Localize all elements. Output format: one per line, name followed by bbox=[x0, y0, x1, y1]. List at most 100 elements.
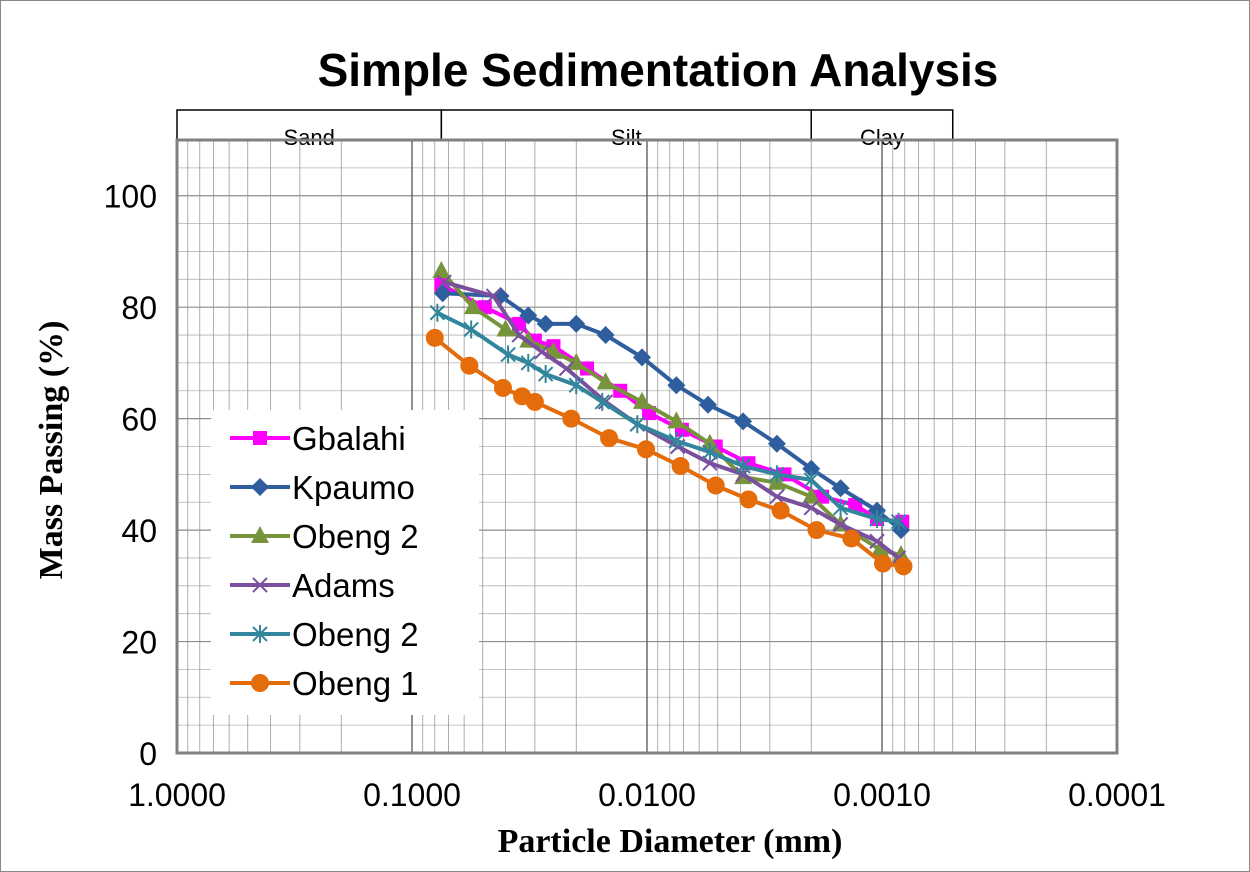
chart-title: Simple Sedimentation Analysis bbox=[318, 44, 999, 96]
zone-box bbox=[440, 109, 813, 141]
data-point bbox=[485, 288, 502, 304]
series-group bbox=[425, 328, 913, 576]
data-point bbox=[536, 314, 555, 333]
x-tick-label: 1.0000 bbox=[128, 777, 226, 813]
plot-area bbox=[175, 138, 1119, 755]
legend: Gbalahi Kpaumo Obeng 2 Adams Obeng 2 Obeng 1 bbox=[211, 410, 479, 715]
data-point bbox=[436, 274, 452, 290]
data-point bbox=[252, 625, 268, 643]
data-point bbox=[633, 391, 652, 409]
data-point bbox=[831, 479, 850, 498]
data-point bbox=[525, 392, 544, 411]
legend-label: Obeng 2 bbox=[292, 616, 419, 653]
data-point bbox=[890, 512, 907, 531]
zone-label: Silt bbox=[611, 125, 642, 150]
data-point bbox=[253, 431, 267, 445]
data-point bbox=[869, 533, 885, 549]
x-axis-title: Particle Diameter (mm) bbox=[498, 823, 843, 860]
data-point bbox=[534, 344, 550, 360]
data-point bbox=[562, 409, 581, 428]
data-point bbox=[496, 319, 515, 337]
x-tick-label: 0.0010 bbox=[833, 777, 931, 813]
data-point bbox=[734, 412, 753, 431]
legend-label: Kpaumo bbox=[292, 469, 415, 506]
data-point bbox=[702, 455, 718, 471]
zone-box bbox=[176, 109, 443, 141]
data-point bbox=[832, 516, 849, 533]
y-tick-label: 60 bbox=[121, 402, 157, 438]
data-point bbox=[706, 476, 725, 495]
data-point bbox=[802, 459, 821, 478]
data-point bbox=[633, 348, 652, 367]
data-point bbox=[874, 554, 893, 573]
data-point bbox=[667, 411, 686, 429]
data-point bbox=[567, 352, 586, 370]
data-point bbox=[869, 509, 885, 528]
series-line bbox=[440, 283, 903, 524]
data-point bbox=[594, 392, 610, 411]
soil-zone-band: Sand Silt Clay bbox=[176, 109, 954, 150]
data-point bbox=[735, 457, 751, 476]
data-point bbox=[251, 526, 269, 543]
y-tick-label: 40 bbox=[121, 513, 157, 549]
data-point bbox=[702, 443, 718, 462]
data-point bbox=[767, 434, 786, 453]
y-tick-label: 100 bbox=[104, 179, 157, 215]
data-point bbox=[568, 376, 584, 395]
data-point bbox=[807, 521, 826, 540]
data-point bbox=[519, 306, 538, 325]
legend-label: Adams bbox=[292, 567, 395, 604]
legend-label: Obeng 1 bbox=[292, 665, 419, 702]
data-point bbox=[600, 429, 619, 448]
series-group bbox=[429, 303, 907, 531]
data-point bbox=[769, 488, 785, 505]
data-point bbox=[251, 478, 269, 496]
data-point bbox=[769, 465, 785, 484]
data-point bbox=[567, 314, 586, 333]
y-tick-label: 0 bbox=[139, 736, 157, 772]
data-point bbox=[629, 415, 645, 434]
data-point bbox=[739, 490, 758, 509]
data-point bbox=[699, 395, 718, 414]
data-point bbox=[463, 320, 479, 339]
y-axis-title: Mass Passing (%) bbox=[33, 321, 70, 580]
data-point bbox=[520, 353, 536, 372]
data-point bbox=[667, 376, 686, 395]
data-point bbox=[500, 345, 516, 364]
data-point bbox=[832, 498, 849, 517]
x-tick-label: 0.0100 bbox=[598, 777, 696, 813]
data-point bbox=[464, 297, 483, 315]
y-tick-label: 20 bbox=[121, 625, 157, 661]
zone-label: Sand bbox=[283, 125, 334, 150]
legend-box bbox=[211, 410, 479, 715]
tick-labels: 0 20 40 60 80 100 1.0000 0.1000 0.0100 0.0010 0.00… bbox=[104, 179, 1166, 813]
data-point bbox=[803, 500, 819, 516]
data-point bbox=[537, 365, 554, 384]
data-point bbox=[870, 539, 889, 557]
data-point bbox=[596, 372, 615, 390]
data-point bbox=[596, 326, 615, 345]
data-point bbox=[493, 378, 512, 397]
data-point bbox=[894, 557, 913, 576]
data-point bbox=[425, 328, 444, 347]
data-point bbox=[671, 457, 690, 476]
series-group bbox=[433, 284, 911, 540]
data-point bbox=[636, 440, 655, 459]
series-line bbox=[433, 336, 904, 569]
legend-label: Obeng 2 bbox=[292, 518, 419, 555]
data-point bbox=[511, 327, 527, 343]
data-point bbox=[803, 470, 819, 489]
x-tick-label: 0.0001 bbox=[1068, 777, 1166, 813]
data-point bbox=[771, 501, 790, 520]
x-tick-label: 0.1000 bbox=[363, 777, 461, 813]
data-point bbox=[842, 529, 861, 548]
data-point bbox=[668, 431, 685, 450]
data-point bbox=[251, 674, 269, 692]
legend-label: Gbalahi bbox=[292, 420, 406, 457]
y-tick-label: 80 bbox=[121, 290, 157, 326]
series-line bbox=[436, 311, 899, 524]
data-point bbox=[892, 521, 911, 540]
data-point bbox=[252, 577, 268, 593]
